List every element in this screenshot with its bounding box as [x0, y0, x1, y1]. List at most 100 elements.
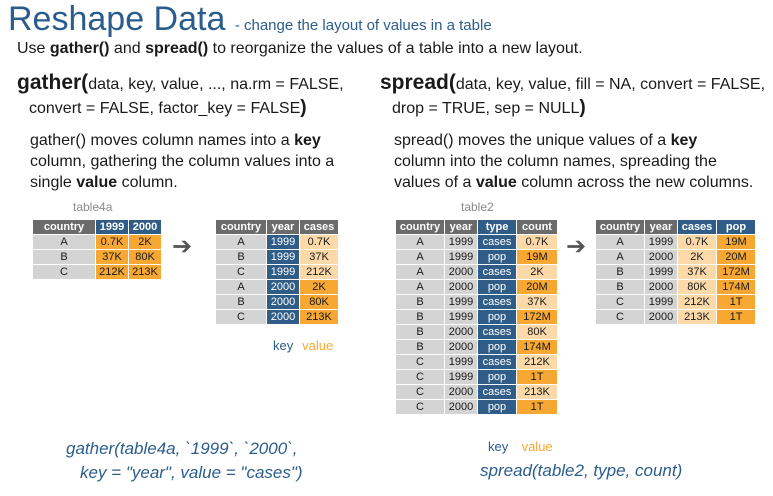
table-cell: 2000 [645, 280, 677, 294]
header-cell: cases [300, 220, 338, 234]
table-cell: 2000 [445, 265, 477, 279]
table-cell: 80K [129, 250, 161, 264]
spread-desc-line3a: values of a [394, 174, 476, 191]
table-cell: 1999 [645, 235, 677, 249]
table-cell: pop [478, 340, 516, 354]
spread-desc-value: value [475, 174, 517, 191]
spread-input-label: table2 [461, 200, 494, 214]
table-cell: C [33, 265, 95, 279]
header-cell: 2000 [129, 220, 161, 234]
spread-desc-key: key [670, 132, 698, 149]
spread-fn-name: spread( [380, 71, 456, 94]
table-cell: 212K [96, 265, 128, 279]
table-cell: 1999 [445, 310, 477, 324]
table-cell: 2K [678, 250, 716, 264]
table-row: C 1999 pop 1T [396, 370, 557, 384]
table-cell: 2K [129, 235, 161, 249]
table-cell: A [33, 235, 95, 249]
header-cell: country [596, 220, 644, 234]
table-cell: 2000 [445, 385, 477, 399]
table-row: C 212K 213K [33, 265, 161, 279]
table-row: B 2000 pop 174M [396, 340, 557, 354]
header-cell: cases [678, 220, 716, 234]
table-row: C 2000 213K 1T [596, 310, 755, 324]
spread-desc-line1a: spread() moves the unique values of a [394, 132, 671, 149]
table-cell: B [33, 250, 95, 264]
table-cell: A [396, 235, 444, 249]
table-cell: cases [478, 385, 516, 399]
header-cell: country [216, 220, 266, 234]
header-cell: 1999 [96, 220, 128, 234]
key-label: key [273, 338, 294, 353]
table-cell: A [396, 280, 444, 294]
gather-close-paren: ) [300, 97, 307, 118]
table-row: A 1999 pop 19M [396, 250, 557, 264]
spread-legend: key value [488, 438, 553, 456]
table-row: A 2000 2K [216, 280, 338, 294]
gather-signature: gather(data, key, value, ..., na.rm = FA… [17, 71, 344, 120]
gather-legend: key value [273, 337, 333, 355]
table-cell: A [596, 235, 644, 249]
header-cell: year [445, 220, 477, 234]
table-row: B 1999 pop 172M [396, 310, 557, 324]
intro-text: Use gather() and spread() to reorganize … [17, 40, 583, 58]
gather-desc-line1a: gather() moves column names into a [30, 132, 295, 149]
table-cell: B [596, 280, 644, 294]
table-cell: 1999 [645, 295, 677, 309]
table-header-row: country year type count [396, 220, 557, 234]
title-text: Reshape Data [8, 0, 226, 38]
table-cell: C [216, 265, 266, 279]
gather-code-line1: gather(table4a, `1999`, `2000`, [66, 439, 298, 458]
table-cell: 174M [717, 280, 755, 294]
spread-signature: spread(data, key, value, fill = NA, conv… [380, 71, 765, 120]
table-cell: 1999 [445, 235, 477, 249]
table-cell: 1999 [267, 235, 299, 249]
table-row: B 1999 37K 172M [596, 265, 755, 279]
table-cell: 0.7K [300, 235, 338, 249]
header-cell: country [396, 220, 444, 234]
table-cell: 37K [517, 295, 557, 309]
table-cell: 213K [678, 310, 716, 324]
table-cell: 212K [678, 295, 716, 309]
gather-desc-key: key [294, 132, 321, 149]
table-cell: B [396, 340, 444, 354]
table-cell: 174M [517, 340, 557, 354]
table-cell: pop [478, 250, 516, 264]
table-row: B 2000 80K [216, 295, 338, 309]
table-cell: 172M [717, 265, 755, 279]
table-cell: pop [478, 280, 516, 294]
table-cell: 2000 [445, 325, 477, 339]
gather-fn-name: gather( [17, 71, 89, 94]
table-cell: C [396, 370, 444, 384]
table-cell: 0.7K [678, 235, 716, 249]
gather-desc-value: value [76, 174, 118, 191]
table-cell: C [396, 400, 444, 414]
table-cell: 1999 [267, 265, 299, 279]
table-cell: A [216, 235, 266, 249]
intro-part3: to reorganize the values of a table into… [208, 40, 583, 57]
gather-input-label: table4a [73, 200, 113, 214]
table-cell: 1999 [445, 355, 477, 369]
table-cell: 1999 [445, 370, 477, 384]
table-row: A 2000 cases 2K [396, 265, 557, 279]
table-cell: C [396, 355, 444, 369]
gather-args-line2: convert = FALSE, factor_key = FALSE [29, 100, 301, 117]
spread-desc-line3c: column across the new columns. [516, 174, 754, 191]
table-cell: C [396, 385, 444, 399]
page-subtitle: - change the layout of values in a table [234, 17, 492, 34]
table-row: A 1999 0.7K 19M [596, 235, 755, 249]
table-cell: 2000 [267, 310, 299, 324]
spread-input-table: country year type count A 1999 cases 0.7K A… [395, 219, 558, 415]
table-cell: A [396, 265, 444, 279]
table-row: B 1999 cases 37K [396, 295, 557, 309]
table-cell: 1999 [445, 250, 477, 264]
gather-code-example: gather(table4a, `1999`, `2000`, key = "y… [66, 437, 303, 485]
table-cell: 80K [678, 280, 716, 294]
gather-description: gather() moves column names into a key c… [30, 130, 334, 193]
header-cell: country [33, 220, 95, 234]
gather-arrow-icon: ➔ [172, 233, 193, 260]
table-row: A 1999 cases 0.7K [396, 235, 557, 249]
table-row: A 0.7K 2K [33, 235, 161, 249]
table-cell: 2K [300, 280, 338, 294]
